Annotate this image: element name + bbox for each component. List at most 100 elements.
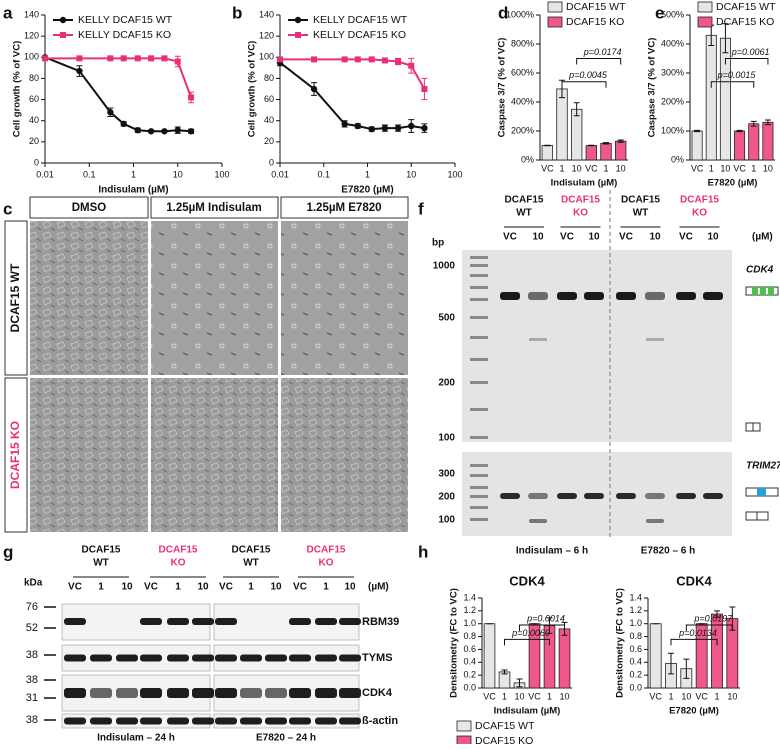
blot-band	[265, 688, 287, 698]
dose-unit: (µM)	[368, 582, 389, 593]
error-bar	[722, 23, 729, 54]
exon	[760, 287, 766, 295]
bar	[570, 108, 583, 161]
marker	[42, 55, 48, 62]
ladder-band	[470, 381, 488, 384]
exon	[752, 287, 758, 295]
gene-label: TRIM27	[746, 461, 780, 472]
lane-label: 10	[121, 582, 133, 593]
lane-label: 10	[344, 582, 356, 593]
marker	[161, 128, 168, 135]
y-axis-label: Cell growth (% of VC)	[12, 41, 23, 138]
x-tick-label: 1	[751, 163, 756, 173]
y-tick-label: 60	[29, 94, 39, 104]
error-bar	[617, 139, 624, 143]
blot-band	[90, 688, 112, 698]
image	[30, 221, 148, 375]
x-axis-label: E7820 (µM)	[708, 178, 758, 189]
micrographs	[4, 196, 409, 533]
marker	[120, 120, 127, 128]
x-tick-label: 1	[131, 169, 136, 179]
legend-swatch	[547, 1, 563, 13]
lane-label: 1	[175, 582, 181, 593]
marker	[421, 124, 428, 132]
x-tick-label: 10	[406, 169, 416, 179]
gel	[462, 250, 732, 442]
group-label: DCAF15	[159, 545, 198, 556]
group-label: DCAF15	[561, 195, 600, 206]
blot-band	[140, 688, 162, 698]
p-value: p=0.0045	[568, 70, 608, 80]
gel-band	[557, 493, 577, 499]
panel-label: d	[498, 3, 508, 22]
x-tick-label: 0.01	[36, 169, 54, 179]
marker	[76, 67, 83, 75]
bracket	[561, 81, 607, 88]
blot-band	[289, 717, 311, 725]
image	[30, 378, 148, 532]
lane-label: 10	[707, 232, 719, 243]
ladder-band	[470, 495, 488, 498]
group-label: WT	[516, 208, 532, 219]
y-axis-label: Densitometry (FC to VC)	[449, 588, 460, 698]
ladder-band	[470, 256, 488, 259]
panel-label: f	[418, 199, 424, 218]
bar	[719, 37, 731, 161]
lane-label: 10	[649, 232, 661, 243]
marker	[341, 120, 348, 128]
blot-band	[167, 654, 189, 662]
marker	[187, 128, 195, 135]
marker	[120, 55, 127, 62]
panel-label: a	[3, 3, 13, 22]
group-label: DCAF15	[505, 195, 544, 206]
p-value: p=0.0060	[511, 628, 550, 638]
y-tick-label: 200%	[511, 125, 534, 135]
blot-band	[315, 717, 337, 725]
lane-label: VC	[560, 232, 574, 243]
lane-label: VC	[68, 582, 82, 593]
y-tick-label: 0.6	[629, 644, 642, 654]
treatment-label: Indisulam – 24 h	[97, 733, 175, 744]
blot-band	[116, 688, 138, 698]
header-box	[4, 377, 28, 533]
y-tick-label: 120	[24, 31, 39, 41]
ladder-band	[470, 286, 488, 289]
y-tick-label: 0.4	[463, 657, 476, 667]
marker	[134, 55, 141, 62]
marker-label: 52	[26, 622, 38, 634]
x-tick-label: 0.1	[83, 169, 96, 179]
image	[281, 378, 408, 532]
error-bar	[668, 652, 674, 675]
x-tick-label: 0.1	[317, 169, 330, 179]
marker	[381, 57, 388, 64]
bracket	[504, 638, 550, 646]
blot-band	[192, 654, 214, 662]
marker	[354, 56, 361, 63]
y-axis-label: Densitometry (FC to VC)	[615, 588, 626, 698]
gel-band	[645, 292, 665, 300]
legend-label: KELLY DCAF15 KO	[78, 29, 171, 41]
x-tick-label: 10	[727, 691, 737, 701]
y-tick-label: 0%	[521, 154, 534, 164]
y-tick-label: 0.4	[629, 657, 642, 667]
blot-band	[215, 654, 237, 662]
gel-band	[529, 519, 547, 523]
x-tick-label: 1	[709, 163, 714, 173]
y-tick-label: 300%	[661, 67, 684, 77]
group-label: WT	[633, 208, 649, 219]
legend-label: KELLY DCAF15 WT	[313, 14, 408, 26]
legend-swatch	[697, 1, 713, 13]
y-tick-label: 800%	[511, 38, 534, 48]
marker	[368, 56, 375, 63]
bar	[541, 145, 554, 161]
marker	[408, 62, 415, 69]
y-tick-label: 400%	[661, 38, 684, 48]
error-bar	[714, 610, 720, 618]
protein-label: ß-actin	[362, 715, 398, 727]
ladder-label: 100	[438, 515, 455, 526]
treatment-label: Indisulam – 6 h	[516, 546, 588, 557]
bar	[762, 121, 774, 161]
lane-label: VC	[503, 232, 517, 243]
protein-label: RBM39	[362, 616, 399, 628]
blot-band	[192, 717, 214, 725]
